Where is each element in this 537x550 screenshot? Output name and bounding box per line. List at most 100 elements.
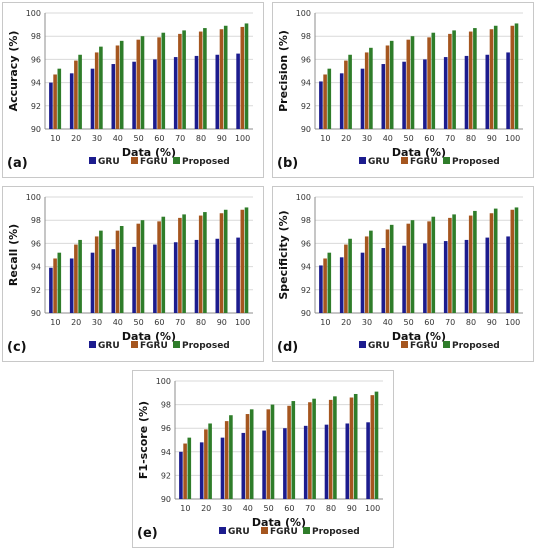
bar-fgru-90 <box>219 213 224 313</box>
bar-gru-80 <box>464 239 469 313</box>
bar-gru-100 <box>506 52 510 129</box>
bar-proposed-50 <box>410 36 415 130</box>
bar-gru-50 <box>132 246 136 313</box>
x-tick-label: 60 <box>284 504 294 513</box>
bar-proposed-20 <box>208 423 212 499</box>
legend-label-gru: GRU <box>228 527 250 537</box>
legend-label-gru: GRU <box>368 157 390 167</box>
bar-proposed-100 <box>244 23 249 129</box>
bar-gru-100 <box>236 237 240 313</box>
bar-fgru-40 <box>385 229 390 313</box>
bar-fgru-50 <box>406 39 411 129</box>
bar-gru-70 <box>173 242 178 313</box>
legend-swatch-fgru <box>131 157 138 164</box>
x-tick-label: 30 <box>92 318 102 327</box>
x-tick-label: 80 <box>326 504 336 513</box>
panel-label: (a) <box>7 156 28 171</box>
bar-proposed-50 <box>140 36 145 130</box>
bar-gru-10 <box>319 81 323 129</box>
legend-label-proposed: Proposed <box>182 157 230 167</box>
x-tick-label: 50 <box>264 504 274 513</box>
y-tick-label: 92 <box>301 102 311 111</box>
legend-label-fgru: FGRU <box>140 157 168 167</box>
x-tick-label: 20 <box>341 134 351 143</box>
bar-fgru-10 <box>53 74 57 129</box>
y-tick-label: 92 <box>301 286 311 295</box>
bar-fgru-40 <box>115 230 120 313</box>
bar-fgru-100 <box>240 26 245 130</box>
bar-fgru-10 <box>323 258 327 313</box>
bar-gru-40 <box>381 248 386 313</box>
bar-gru-90 <box>345 423 350 499</box>
y-tick-label: 92 <box>31 286 41 295</box>
legend-label-gru: GRU <box>98 341 120 351</box>
bar-gru-70 <box>443 241 448 313</box>
bar-gru-60 <box>153 59 157 129</box>
f1-score-chart: 90 92 94 96 98 100 10 20 30 40 50 60 70 80 90 100 F1-sco… <box>137 377 383 541</box>
legend-label-proposed: Proposed <box>312 527 360 537</box>
bar-gru-60 <box>283 428 287 499</box>
y-tick-label: 96 <box>31 55 41 64</box>
bar-proposed-70 <box>452 214 456 313</box>
x-tick-label: 90 <box>217 134 227 143</box>
y-tick-label: 96 <box>301 239 311 248</box>
legend-label-proposed: Proposed <box>452 157 500 167</box>
bar-fgru-60 <box>157 37 161 129</box>
y-tick-label: 94 <box>301 79 311 88</box>
bar-proposed-40 <box>119 226 124 313</box>
bar-fgru-60 <box>427 37 431 129</box>
bar-gru-10 <box>49 267 53 313</box>
bar-gru-10 <box>319 265 323 313</box>
bar-gru-30 <box>220 437 225 499</box>
x-tick-label: 80 <box>196 318 206 327</box>
bar-fgru-40 <box>385 45 390 130</box>
bar-gru-40 <box>241 432 246 499</box>
bar-fgru-80 <box>198 31 203 130</box>
x-tick-label: 60 <box>154 318 164 327</box>
bar-proposed-70 <box>312 398 316 499</box>
bar-gru-30 <box>360 252 365 313</box>
bar-fgru-40 <box>115 45 120 130</box>
y-tick-label: 94 <box>31 263 41 272</box>
x-tick-label: 10 <box>320 134 330 143</box>
x-tick-label: 40 <box>383 134 393 143</box>
bar-gru-20 <box>69 258 74 313</box>
bar-proposed-20 <box>348 238 352 313</box>
bar-gru-90 <box>485 54 490 130</box>
bar-proposed-70 <box>452 30 456 129</box>
bar-fgru-70 <box>448 33 452 129</box>
bar-gru-70 <box>303 425 308 499</box>
x-tick-label: 10 <box>180 504 190 513</box>
bar-proposed-70 <box>182 214 186 313</box>
bar-proposed-100 <box>244 207 249 313</box>
x-tick-label: 30 <box>92 134 102 143</box>
x-tick-label: 40 <box>113 134 123 143</box>
recall-chart: 90 92 94 96 98 100 10 20 30 40 50 60 70 80 90 100 Recall… <box>7 193 253 355</box>
y-tick-label: 96 <box>31 239 41 248</box>
x-tick-label: 40 <box>243 504 253 513</box>
bar-proposed-90 <box>223 25 228 129</box>
y-tick-label: 100 <box>296 9 311 18</box>
bar-gru-20 <box>69 73 74 129</box>
bar-proposed-100 <box>374 391 379 499</box>
bar-proposed-50 <box>410 220 415 313</box>
legend-label-gru: GRU <box>368 341 390 351</box>
bar-fgru-30 <box>94 52 99 129</box>
legend-swatch-gru <box>89 157 96 164</box>
legend-swatch-gru <box>359 341 366 348</box>
y-tick-label: 92 <box>31 102 41 111</box>
legend-swatch-gru <box>219 527 226 534</box>
bar-fgru-100 <box>510 25 515 129</box>
y-tick-label: 98 <box>301 216 311 225</box>
bar-proposed-20 <box>78 239 82 313</box>
bar-gru-20 <box>339 257 344 313</box>
bar-gru-90 <box>485 237 490 313</box>
chart-panel-c: 90 92 94 96 98 100 10 20 30 40 50 60 70 80 90 100 Recall… <box>2 186 264 362</box>
bar-proposed-30 <box>99 230 103 313</box>
bar-fgru-30 <box>364 236 369 313</box>
bar-gru-10 <box>49 82 53 129</box>
bar-proposed-30 <box>229 415 233 499</box>
bar-proposed-90 <box>353 393 358 499</box>
bar-fgru-50 <box>406 223 411 313</box>
bar-gru-50 <box>262 430 266 499</box>
